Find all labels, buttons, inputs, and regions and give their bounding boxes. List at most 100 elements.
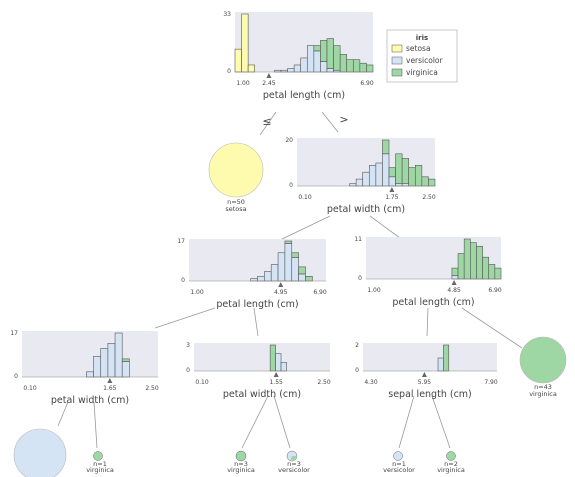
n_rll-bar-versicolor xyxy=(107,343,116,378)
root-ymax-label: 33 xyxy=(223,11,231,18)
node-rlr-histogram: 3 0 0.10 2.50 1.55 petal width (cm) xyxy=(186,342,331,400)
leaf-virginica-1-n: n=1 xyxy=(93,460,107,468)
leaf-virginica-2-class: virginica xyxy=(437,466,465,474)
n_right-feature-label: petal width (cm) xyxy=(327,204,405,215)
leaf-virginica-1: n=1 virginica xyxy=(86,451,114,474)
root-bar-virginica xyxy=(366,64,374,73)
root-feature-label: petal length (cm) xyxy=(263,90,345,101)
root-bar-virginica xyxy=(333,45,341,71)
legend-swatch-versicolor xyxy=(391,56,403,65)
n_right-bar-versicolor xyxy=(349,183,357,187)
n_rl-ymax-label: 17 xyxy=(177,238,185,245)
n_rl-split-label: 4.95 xyxy=(274,289,288,296)
n_right-bar-virginica xyxy=(408,167,416,187)
n_rr-bar-virginica xyxy=(451,267,459,276)
edge-rll-left xyxy=(57,401,69,427)
leaf-virginica-43-circle xyxy=(519,336,567,384)
leaf-virginica-3: n=3 virginica xyxy=(227,450,255,474)
n_rrl-split-marker xyxy=(421,372,427,377)
n_rrl-split-label: 5.95 xyxy=(418,379,432,386)
leaf-setosa: n=50 setosa xyxy=(208,142,264,213)
leaf-setosa-class: setosa xyxy=(225,205,246,213)
tree-edges xyxy=(57,111,523,449)
n_rll-y0-label: 0 xyxy=(14,373,18,380)
leaf-virginica-3-circle xyxy=(235,450,247,462)
n_right-y0-label: 0 xyxy=(289,182,293,189)
n_rlr-split-marker xyxy=(273,372,279,377)
node-rl-histogram: 17 0 1.00 6.90 4.95 petal length (cm) xyxy=(177,238,327,310)
n_rr-bar-virginica xyxy=(476,245,483,280)
n_rr-bar-virginica xyxy=(470,242,477,280)
root-bar-versicolor xyxy=(320,61,328,73)
n_rrl-bar-virginica xyxy=(443,344,450,372)
root-bar-versicolor xyxy=(300,57,308,73)
leaf-versicolor-3: n=3 versicolor xyxy=(278,450,310,474)
n_right-bar-versicolor xyxy=(375,162,383,187)
n_rll-ymax-label: 17 xyxy=(10,330,18,337)
n_rll-bar-virginica xyxy=(121,358,130,362)
n_rll-bar-versicolor xyxy=(86,371,94,378)
leaf-versicolor-3-class: versicolor xyxy=(278,466,310,474)
leaf-virginica-3-n: n=3 xyxy=(234,460,248,468)
legend-swatch-virginica xyxy=(391,68,403,77)
root-bar-versicolor xyxy=(293,64,302,73)
leaf-versicolor-1-circle xyxy=(393,451,403,461)
n_right-bar-versicolor xyxy=(368,165,377,187)
n_rl-bar-versicolor xyxy=(298,273,306,282)
n_rlr-ymax-label: 3 xyxy=(186,342,190,349)
n_rr-split-label: 4.85 xyxy=(447,287,461,294)
n_right-bar-versicolor xyxy=(382,153,390,187)
n_rrl-y0-label: 0 xyxy=(355,367,359,374)
n_rr-bar-virginica xyxy=(482,256,490,280)
n_rlr-bar-virginica xyxy=(269,344,276,372)
legend-label-versicolor: versicolor xyxy=(406,56,444,65)
node-rr-histogram: 11 0 1.00 6.90 4.85 petal length (cm) xyxy=(354,236,502,308)
n_rrl-xmin-label: 4.30 xyxy=(364,379,378,386)
n_rl-bar-virginica xyxy=(305,275,313,282)
root-bar-virginica xyxy=(320,40,328,62)
leaf-virginica-1-class: virginica xyxy=(86,466,114,474)
n_rll-xmax-label: 2.50 xyxy=(145,385,159,392)
n_right-bar-virginica xyxy=(428,178,436,187)
n_rll-xmin-label: 0.10 xyxy=(23,385,37,392)
n_rlr-bar-versicolor xyxy=(275,353,282,372)
n_rll-split-label: 1.65 xyxy=(103,385,117,392)
n_right-bar-virginica xyxy=(421,176,429,187)
n_rll-bar-versicolor xyxy=(121,361,130,378)
root-split-label: 2.45 xyxy=(262,80,276,87)
n_rrl-panel-bg xyxy=(363,343,497,371)
leaf-virginica-3-class: virginica xyxy=(227,466,255,474)
edge-label-right: > xyxy=(339,113,348,126)
n_rll-feature-label: petal width (cm) xyxy=(51,395,129,406)
n_right-bar-versicolor xyxy=(388,176,396,187)
edge-rlr-left xyxy=(241,395,269,449)
n_right-bar-virginica xyxy=(395,153,403,185)
n_rrl-feature-label: sepal length (cm) xyxy=(388,389,472,400)
root-bar-virginica xyxy=(339,54,348,73)
legend-label-virginica: virginica xyxy=(406,68,438,77)
n_rll-bar-versicolor xyxy=(93,355,102,378)
n_right-bar-versicolor xyxy=(401,183,410,187)
root-bar-versicolor xyxy=(287,68,295,73)
n_rl-xmax-label: 6.90 xyxy=(313,289,327,296)
n_right-split-label: 1.75 xyxy=(385,194,399,201)
n_rr-feature-label: petal length (cm) xyxy=(392,297,474,308)
root-bar-versicolor xyxy=(313,50,321,73)
n_rrl-ymax-label: 2 xyxy=(355,342,359,349)
n_rl-bar-versicolor xyxy=(264,271,272,282)
n_rrl-bar-versicolor xyxy=(437,357,444,372)
n_right-bar-versicolor xyxy=(355,178,364,187)
leaf-versicolor-1-n: n=1 xyxy=(392,460,406,468)
n_rlr-xmax-label: 2.50 xyxy=(317,379,331,386)
root-bar-setosa xyxy=(247,64,256,73)
n_right-bar-virginica xyxy=(388,167,396,178)
legend-swatch-setosa xyxy=(391,44,403,53)
leaf-versicolor-large-circle xyxy=(13,428,67,477)
leaf-versicolor-1: n=1 versicolor xyxy=(383,451,415,474)
edge-rr-right xyxy=(461,307,523,349)
n_rr-ymax-label: 11 xyxy=(354,236,362,243)
root-bar-setosa xyxy=(234,48,242,73)
root-bar-versicolor xyxy=(280,69,288,73)
n_rl-bar-versicolor xyxy=(291,257,299,282)
root-bar-setosa xyxy=(241,13,249,73)
